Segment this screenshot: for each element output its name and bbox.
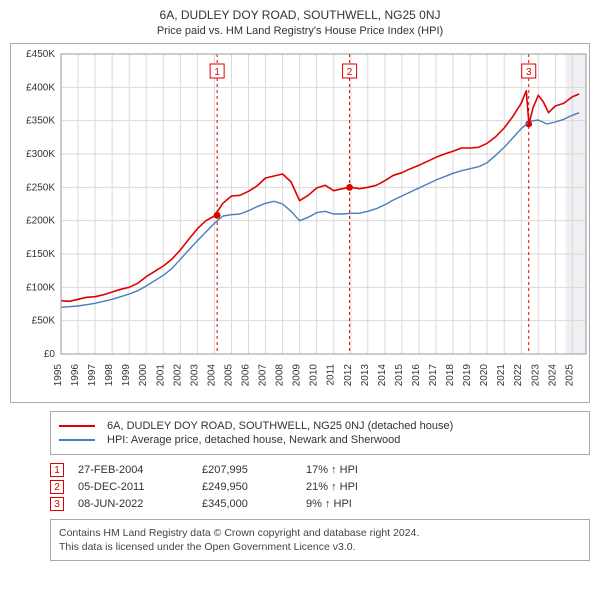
svg-text:2009: 2009 — [292, 364, 303, 387]
chart-subtitle: Price paid vs. HM Land Registry's House … — [10, 25, 590, 37]
svg-text:2015: 2015 — [394, 364, 405, 387]
svg-text:£100K: £100K — [26, 282, 55, 293]
transaction-date: 05-DEC-2011 — [78, 481, 188, 493]
svg-text:£200K: £200K — [26, 216, 55, 227]
transaction-row: 1 27-FEB-2004 £207,995 17% ↑ HPI — [50, 463, 590, 477]
legend: 6A, DUDLEY DOY ROAD, SOUTHWELL, NG25 0NJ… — [50, 411, 590, 455]
transaction-price: £249,950 — [202, 481, 292, 493]
legend-label-subject: 6A, DUDLEY DOY ROAD, SOUTHWELL, NG25 0NJ… — [107, 420, 453, 432]
svg-text:2007: 2007 — [258, 364, 269, 387]
svg-text:2023: 2023 — [530, 364, 541, 387]
svg-text:2018: 2018 — [445, 364, 456, 387]
svg-text:1998: 1998 — [104, 364, 115, 387]
svg-text:£350K: £350K — [26, 116, 55, 127]
svg-text:2003: 2003 — [189, 364, 200, 387]
footer-line-2: This data is licensed under the Open Gov… — [59, 540, 581, 554]
svg-text:1997: 1997 — [87, 364, 98, 387]
footer-line-1: Contains HM Land Registry data © Crown c… — [59, 526, 581, 540]
transaction-row: 2 05-DEC-2011 £249,950 21% ↑ HPI — [50, 480, 590, 494]
chart-title: 6A, DUDLEY DOY ROAD, SOUTHWELL, NG25 0NJ — [10, 8, 590, 22]
svg-text:2017: 2017 — [428, 364, 439, 387]
footer: Contains HM Land Registry data © Crown c… — [50, 519, 590, 561]
legend-row-hpi: HPI: Average price, detached house, Newa… — [59, 434, 581, 446]
chart-svg: £0 £50K £100K £150K £200K £250K £300K £350K £400… — [11, 44, 591, 404]
transaction-price: £345,000 — [202, 498, 292, 510]
svg-text:2013: 2013 — [360, 364, 371, 387]
svg-text:2000: 2000 — [138, 364, 149, 387]
svg-text:2022: 2022 — [513, 364, 524, 387]
legend-row-subject: 6A, DUDLEY DOY ROAD, SOUTHWELL, NG25 0NJ… — [59, 420, 581, 432]
svg-text:£250K: £250K — [26, 182, 55, 193]
transactions-table: 1 27-FEB-2004 £207,995 17% ↑ HPI 2 05-DE… — [50, 463, 590, 511]
svg-text:2024: 2024 — [547, 364, 558, 387]
svg-text:£0: £0 — [44, 349, 56, 360]
chart-area: £0 £50K £100K £150K £200K £250K £300K £350K £400… — [10, 43, 590, 403]
svg-text:2016: 2016 — [411, 364, 422, 387]
svg-text:2005: 2005 — [223, 364, 234, 387]
transaction-delta: 21% ↑ HPI — [306, 481, 406, 493]
svg-text:2004: 2004 — [206, 364, 217, 387]
legend-swatch-subject — [59, 425, 95, 427]
transaction-marker-1: 1 — [50, 463, 64, 477]
svg-text:2008: 2008 — [275, 364, 286, 387]
transaction-marker-2: 2 — [50, 480, 64, 494]
svg-text:£300K: £300K — [26, 149, 55, 160]
legend-swatch-hpi — [59, 439, 95, 441]
svg-text:2002: 2002 — [172, 364, 183, 387]
svg-text:£450K: £450K — [26, 49, 55, 60]
svg-text:1995: 1995 — [53, 364, 64, 387]
svg-text:2014: 2014 — [377, 364, 388, 387]
transaction-date: 08-JUN-2022 — [78, 498, 188, 510]
legend-label-hpi: HPI: Average price, detached house, Newa… — [107, 434, 400, 446]
transaction-price: £207,995 — [202, 464, 292, 476]
svg-text:£400K: £400K — [26, 82, 55, 93]
svg-text:3: 3 — [526, 67, 532, 78]
svg-text:2012: 2012 — [343, 364, 354, 387]
svg-text:2021: 2021 — [496, 364, 507, 387]
transaction-delta: 9% ↑ HPI — [306, 498, 406, 510]
transaction-row: 3 08-JUN-2022 £345,000 9% ↑ HPI — [50, 497, 590, 511]
transaction-marker-3: 3 — [50, 497, 64, 511]
svg-text:2006: 2006 — [241, 364, 252, 387]
svg-text:1999: 1999 — [121, 364, 132, 387]
transaction-delta: 17% ↑ HPI — [306, 464, 406, 476]
svg-text:£50K: £50K — [32, 316, 56, 327]
svg-text:2010: 2010 — [309, 364, 320, 387]
svg-text:1: 1 — [214, 67, 220, 78]
svg-text:2001: 2001 — [155, 364, 166, 387]
svg-text:2019: 2019 — [462, 364, 473, 387]
svg-text:2: 2 — [347, 67, 353, 78]
svg-text:2011: 2011 — [326, 364, 337, 386]
svg-text:1996: 1996 — [70, 364, 81, 387]
svg-text:2025: 2025 — [564, 364, 575, 387]
svg-text:2020: 2020 — [479, 364, 490, 387]
transaction-date: 27-FEB-2004 — [78, 464, 188, 476]
svg-text:£150K: £150K — [26, 249, 55, 260]
